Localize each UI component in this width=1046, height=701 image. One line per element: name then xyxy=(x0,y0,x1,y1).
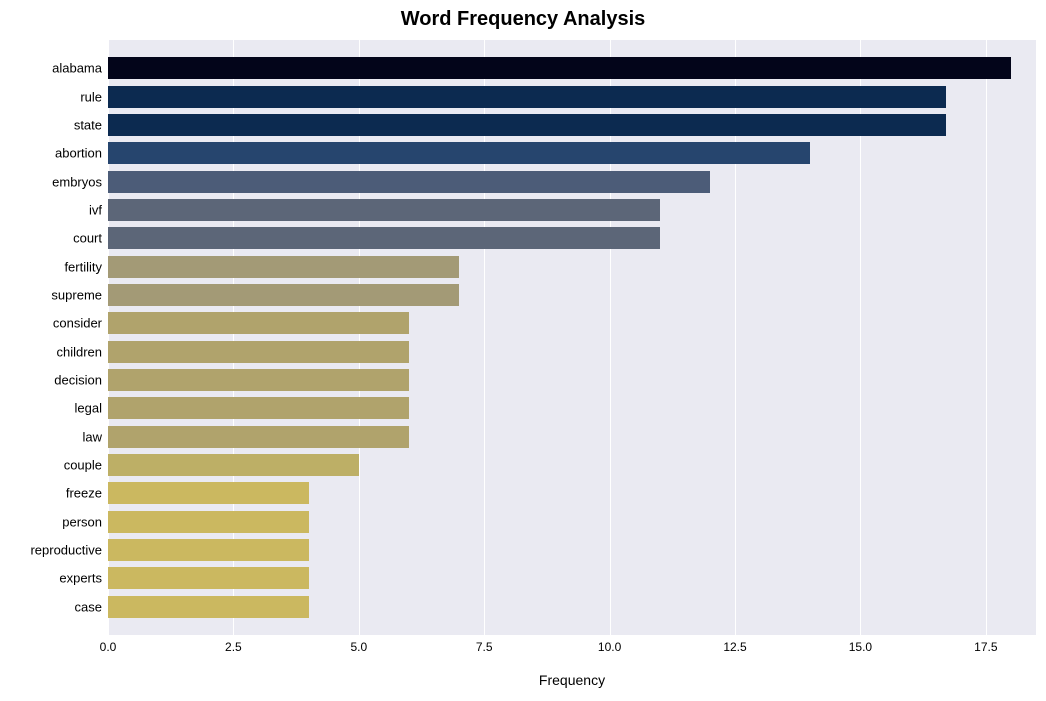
y-tick-label: court xyxy=(73,231,102,246)
y-tick-label: experts xyxy=(59,571,102,586)
x-tick-label: 15.0 xyxy=(849,640,872,654)
y-tick-label: embryos xyxy=(52,174,102,189)
x-tick-label: 10.0 xyxy=(598,640,621,654)
bar xyxy=(108,57,1011,79)
y-tick-label: couple xyxy=(64,458,102,473)
x-tick-label: 17.5 xyxy=(974,640,997,654)
y-tick-label: rule xyxy=(80,89,102,104)
bar xyxy=(108,511,309,533)
y-axis-labels: alabama rule state abortion embryos ivf court f… xyxy=(0,40,102,635)
y-tick-label: reproductive xyxy=(30,543,102,558)
x-tick-label: 5.0 xyxy=(350,640,367,654)
y-tick-label: law xyxy=(82,429,102,444)
bar xyxy=(108,482,309,504)
bar xyxy=(108,312,409,334)
bar xyxy=(108,567,309,589)
x-tick-label: 0.0 xyxy=(100,640,117,654)
bar xyxy=(108,596,309,618)
y-tick-label: ivf xyxy=(89,203,102,218)
y-tick-label: fertility xyxy=(64,259,102,274)
bar xyxy=(108,171,710,193)
y-tick-label: case xyxy=(75,599,102,614)
bar xyxy=(108,454,359,476)
y-tick-label: person xyxy=(62,514,102,529)
bar xyxy=(108,426,409,448)
bar xyxy=(108,539,309,561)
bar xyxy=(108,199,660,221)
word-frequency-chart: Word Frequency Analysis alabama rule state… xyxy=(0,0,1046,701)
y-tick-label: abortion xyxy=(55,146,102,161)
bar xyxy=(108,256,459,278)
bar xyxy=(108,227,660,249)
x-axis-labels: 0.02.55.07.510.012.515.017.5 xyxy=(108,640,1036,660)
chart-title: Word Frequency Analysis xyxy=(0,8,1046,31)
bar xyxy=(108,341,409,363)
y-tick-label: alabama xyxy=(52,61,102,76)
bar xyxy=(108,397,409,419)
bar xyxy=(108,284,459,306)
bars-layer xyxy=(108,40,1036,635)
y-tick-label: supreme xyxy=(51,288,102,303)
y-tick-label: freeze xyxy=(66,486,102,501)
x-tick-label: 7.5 xyxy=(476,640,493,654)
x-tick-label: 12.5 xyxy=(723,640,746,654)
x-axis-title: Frequency xyxy=(108,672,1036,688)
bar xyxy=(108,86,946,108)
bar xyxy=(108,114,946,136)
y-tick-label: decision xyxy=(54,373,102,388)
y-tick-label: consider xyxy=(53,316,102,331)
bar xyxy=(108,142,810,164)
y-tick-label: legal xyxy=(75,401,102,416)
x-tick-label: 2.5 xyxy=(225,640,242,654)
bar xyxy=(108,369,409,391)
plot-area xyxy=(108,40,1036,635)
y-tick-label: children xyxy=(56,344,102,359)
y-tick-label: state xyxy=(74,118,102,133)
